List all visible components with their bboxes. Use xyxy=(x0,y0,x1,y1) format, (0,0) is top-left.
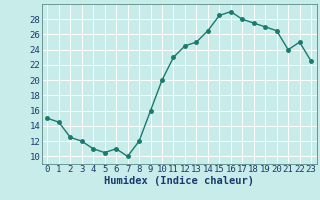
X-axis label: Humidex (Indice chaleur): Humidex (Indice chaleur) xyxy=(104,176,254,186)
